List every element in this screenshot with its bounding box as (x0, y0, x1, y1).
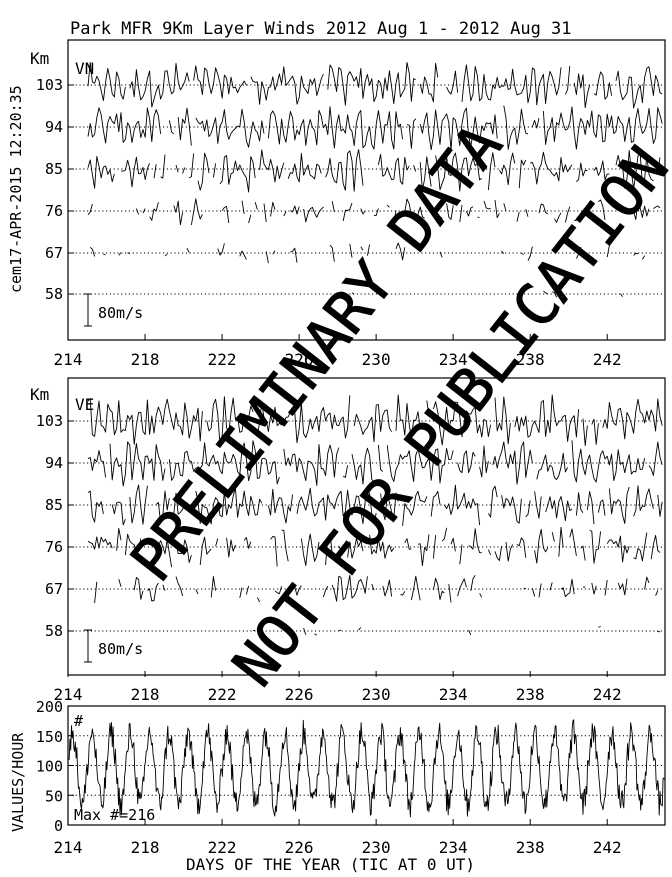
panel-meridional-traces (87, 61, 663, 298)
y-tick-label: 67 (45, 244, 63, 262)
y-tick-label: 58 (45, 285, 63, 303)
x-tick-label: 234 (439, 685, 468, 704)
wind-trace-58km (351, 290, 623, 298)
panel-data-rate: VALUES/HOUR # 0 50 100 150 200 Max #=216 214… (9, 698, 666, 857)
panel-data-rate-trace (68, 719, 665, 818)
x-tick-label: 214 (54, 350, 83, 369)
run-timestamp: cem17-APR-2015 12:20:35 (7, 85, 25, 293)
panel-meridional-frame (67, 39, 666, 341)
wind-trace-94km (87, 440, 663, 487)
panel-zonal-frame (67, 377, 666, 676)
panel-data-rate-ylabel: VALUES/HOUR (9, 732, 27, 832)
panel-zonal-baselines (68, 420, 665, 632)
y-tick-label: 50 (45, 787, 63, 805)
y-tick-label: 67 (45, 580, 63, 598)
y-tick-label: 94 (45, 118, 63, 136)
x-tick-label: 218 (131, 350, 160, 369)
x-tick-label: 214 (54, 685, 83, 704)
y-tick-label: 103 (36, 76, 63, 94)
x-tick-label: 226 (285, 685, 314, 704)
panel-zonal-x-ticks: 214 218 222 226 230 234 238 242 (54, 671, 622, 704)
panel-data-rate-label: # (74, 712, 83, 730)
panel-data-rate-max-annotation: Max #=216 (74, 806, 155, 824)
x-tick-label: 238 (516, 838, 545, 857)
y-tick-label: 94 (45, 454, 63, 472)
panel-data-rate-x-ticks: 214 218 222 226 230 234 238 242 (54, 819, 622, 857)
y-tick-label: 76 (45, 202, 63, 220)
wind-trace-76km (87, 526, 661, 568)
x-tick-label: 242 (593, 350, 622, 369)
panel-data-rate-y-ticks: 0 50 100 150 200 (36, 698, 74, 835)
x-tick-label: 222 (208, 838, 237, 857)
x-tick-label: 226 (285, 350, 314, 369)
y-tick-label: 100 (36, 758, 63, 776)
x-tick-label: 214 (54, 838, 83, 857)
x-axis-label: DAYS OF THE YEAR (TIC AT 0 UT) (186, 855, 475, 874)
x-tick-label: 226 (285, 838, 314, 857)
y-tick-label: 58 (45, 622, 63, 640)
wind-trace-85km (87, 149, 661, 193)
x-tick-label: 230 (362, 350, 391, 369)
panel-meridional-scale-label: 80m/s (98, 304, 143, 322)
x-tick-label: 230 (362, 685, 391, 704)
x-tick-label: 242 (593, 838, 622, 857)
x-tick-label: 230 (362, 838, 391, 857)
y-tick-label: 200 (36, 698, 63, 716)
x-tick-label: 222 (208, 685, 237, 704)
x-tick-label: 242 (593, 685, 622, 704)
wind-trace-85km (87, 484, 663, 526)
y-tick-label: 0 (54, 817, 63, 835)
y-tick-label: 76 (45, 538, 63, 556)
x-tick-label: 238 (516, 350, 545, 369)
x-tick-label: 234 (439, 350, 468, 369)
wind-trace-58km (252, 625, 661, 636)
x-tick-label: 234 (439, 838, 468, 857)
x-tick-label: 238 (516, 685, 545, 704)
y-tick-label: 85 (45, 160, 63, 178)
y-tick-label: 150 (36, 728, 63, 746)
panel-zonal-scale-label: 80m/s (98, 640, 143, 658)
panel-meridional-x-ticks: 214 218 222 226 230 234 238 242 (54, 334, 622, 369)
wind-trace-94km (87, 105, 663, 151)
panel-meridional-baselines (68, 84, 665, 295)
y-tick-label: 85 (45, 496, 63, 514)
x-tick-label: 218 (131, 838, 160, 857)
figure-title: Park MFR 9Km Layer Winds 2012 Aug 1 - 20… (70, 19, 572, 39)
wind-trace-103km (87, 394, 663, 447)
panel-meridional-unit: Km (30, 49, 49, 68)
wind-trace-103km (87, 61, 663, 109)
wind-trace-76km (87, 198, 661, 226)
x-tick-label: 218 (131, 685, 160, 704)
y-tick-label: 103 (36, 412, 63, 430)
panel-zonal-unit: Km (30, 385, 49, 404)
x-tick-label: 222 (208, 350, 237, 369)
panel-zonal-traces (87, 394, 663, 636)
values-per-hour-trace (68, 719, 665, 818)
